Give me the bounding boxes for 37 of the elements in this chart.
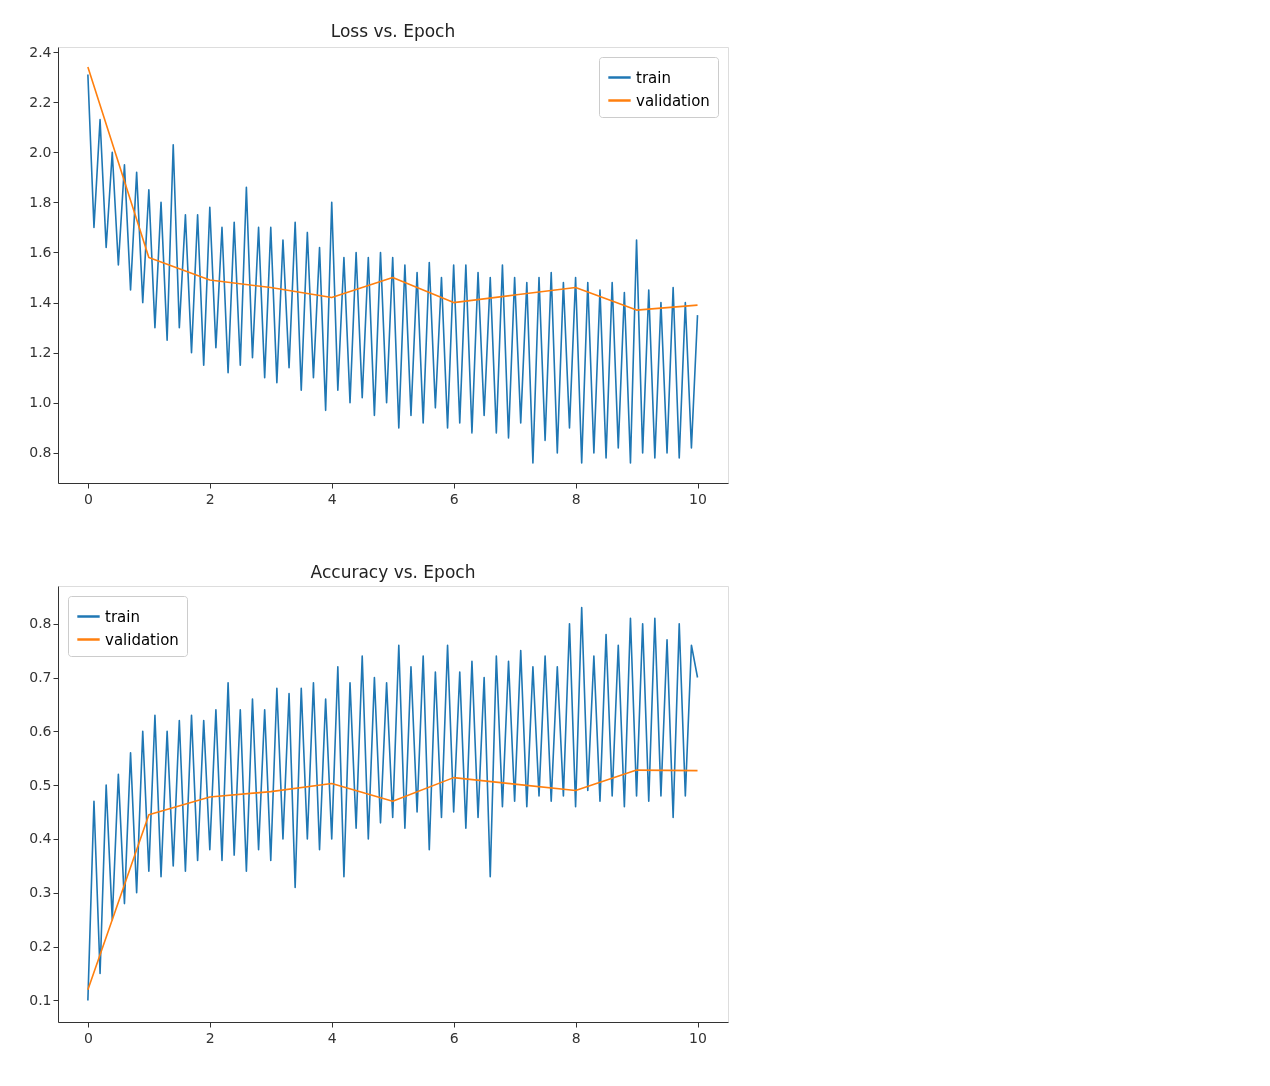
y-tick-label: 0.7 <box>29 669 52 686</box>
y-tick-label: 1.2 <box>29 344 52 361</box>
y-tick-label: 0.5 <box>29 776 52 793</box>
y-tick-label: 2.0 <box>29 143 52 160</box>
y-tick-label: 1.0 <box>29 394 52 411</box>
chart-title: Loss vs. Epoch <box>330 21 456 42</box>
y-tick-label: 0.8 <box>29 615 52 632</box>
legend-label: validation <box>636 91 710 110</box>
x-tick-label: 10 <box>689 1029 707 1046</box>
y-tick-label: 0.8 <box>29 444 52 461</box>
x-tick-label: 0 <box>83 490 93 507</box>
x-tick-label: 8 <box>571 1029 581 1046</box>
line-series <box>87 606 699 1002</box>
x-tick-label: 4 <box>327 490 337 507</box>
y-tick-label: 2.4 <box>29 43 52 60</box>
x-tick-label: 2 <box>205 1029 215 1046</box>
y-tick-label: 0.3 <box>29 884 52 901</box>
legend-label: train <box>636 68 671 87</box>
legend-label: validation <box>105 630 179 649</box>
line-series <box>87 769 699 991</box>
y-tick-label: 1.6 <box>29 243 52 260</box>
legend-label: train <box>105 607 140 626</box>
y-tick-label: 1.8 <box>29 193 52 210</box>
y-tick-label: 1.4 <box>29 294 52 311</box>
x-tick-label: 0 <box>83 1029 93 1046</box>
y-tick-label: 0.2 <box>29 938 52 955</box>
x-tick-label: 2 <box>205 490 215 507</box>
x-tick-label: 4 <box>327 1029 337 1046</box>
x-tick-label: 8 <box>571 490 581 507</box>
y-tick-label: 0.1 <box>29 991 52 1008</box>
y-tick-label: 0.4 <box>29 830 52 847</box>
y-tick-label: 2.2 <box>29 93 52 110</box>
x-tick-label: 10 <box>689 490 707 507</box>
x-tick-label: 6 <box>449 1029 459 1046</box>
chart-title: Accuracy vs. Epoch <box>310 562 476 582</box>
y-tick-label: 0.6 <box>29 722 52 739</box>
x-tick-label: 6 <box>449 490 459 507</box>
